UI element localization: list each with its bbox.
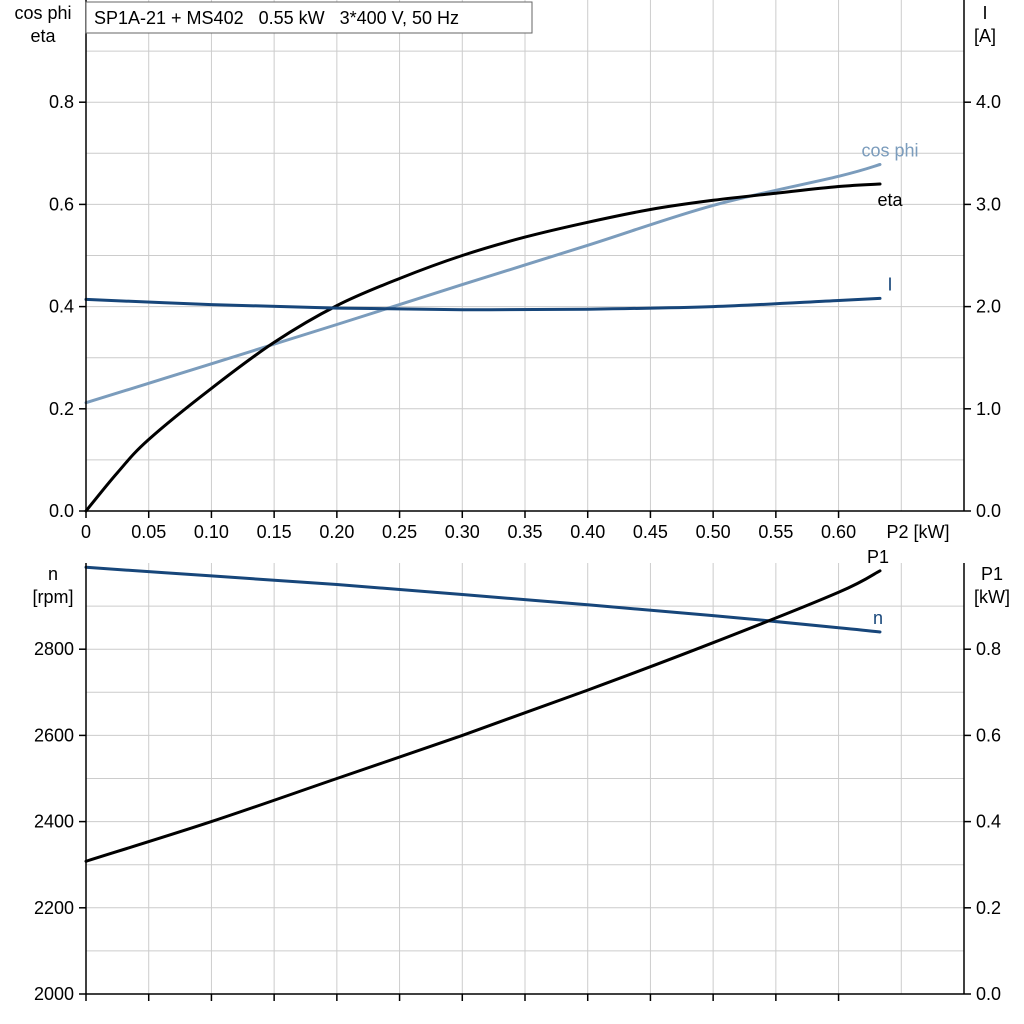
left-axis-tick-label: 2400	[34, 812, 74, 832]
x-axis-label: P2 [kW]	[886, 522, 949, 542]
x-axis-tick-label: 0.15	[257, 522, 292, 542]
x-axis-tick-label: 0.40	[570, 522, 605, 542]
chart-title-box	[85, 1, 533, 34]
series-line-eta	[84, 182, 882, 513]
top-panel-ticks: 0.0 0.2 0.4 0.6 0.8 0.0 1.0 2.0 3.0 4.0 0 0.05 0.10 0…	[49, 92, 1001, 542]
left-axis-tick-label: 2000	[34, 984, 74, 1004]
left-axis-tick-label: 0.4	[49, 297, 74, 317]
series-label-eta: eta	[877, 190, 903, 210]
right-axis-tick-label: 0.8	[976, 639, 1001, 659]
right-axis-tick-label: 3.0	[976, 194, 1001, 214]
right-axis-tick-label: 1.0	[976, 399, 1001, 419]
top-panel-series	[84, 163, 882, 513]
top-right-axis-label-line1: I	[982, 3, 987, 23]
top-panel-series-labels: cos phi eta I	[861, 141, 918, 295]
bottom-panel-series	[84, 565, 882, 863]
right-axis-tick-label: 0.4	[976, 812, 1001, 832]
x-axis-tick-label: 0.50	[696, 522, 731, 542]
top-left-axis-label-line2: eta	[30, 26, 56, 46]
x-axis-tick-label: 0.55	[758, 522, 793, 542]
series-line-i	[84, 296, 882, 312]
series-label-cos-phi: cos phi	[861, 141, 918, 161]
left-axis-tick-label: 2200	[34, 898, 74, 918]
top-left-axis-label-line1: cos phi	[14, 3, 71, 23]
x-axis-tick-label: 0.10	[194, 522, 229, 542]
left-axis-tick-label: 0.6	[49, 194, 74, 214]
bottom-panel-series-labels: n P1	[867, 547, 889, 628]
bottom-left-axis-label-line1: n	[48, 564, 58, 584]
right-axis-tick-label: 0.0	[976, 501, 1001, 521]
left-axis-tick-label: 2600	[34, 725, 74, 745]
top-right-axis-label-line2: [A]	[974, 26, 996, 46]
left-axis-tick-label: 0.2	[49, 399, 74, 419]
series-line-p1	[84, 569, 882, 863]
bottom-panel-ticks: 2000 2200 2400 2600 2800 0.0 0.2 0.4 0.6 0.8	[34, 639, 1001, 1004]
series-label-i: I	[887, 274, 892, 294]
x-axis-tick-label: 0.45	[633, 522, 668, 542]
right-axis-tick-label: 0.2	[976, 898, 1001, 918]
bottom-left-axis-label-line2: [rpm]	[32, 587, 73, 607]
x-axis-tick-label: 0	[81, 522, 91, 542]
x-axis-tick-label: 0.35	[507, 522, 542, 542]
left-axis-tick-label: 0.0	[49, 501, 74, 521]
x-axis-tick-label: 0.30	[445, 522, 480, 542]
x-axis-tick-label: 0.60	[821, 522, 856, 542]
right-axis-tick-label: 2.0	[976, 297, 1001, 317]
right-axis-tick-label: 0.6	[976, 725, 1001, 745]
chart-title: SP1A-21 + MS402 0.55 kW 3*400 V, 50 Hz	[94, 8, 459, 28]
x-axis-tick-label: 0.25	[382, 522, 417, 542]
x-axis-tick-label: 0.20	[319, 522, 354, 542]
bottom-right-axis-label-line1: P1	[981, 564, 1003, 584]
bottom-right-axis-label-line2: [kW]	[974, 587, 1010, 607]
series-label-p1: P1	[867, 547, 889, 567]
right-axis-tick-label: 0.0	[976, 984, 1001, 1004]
right-axis-tick-label: 4.0	[976, 92, 1001, 112]
bottom-panel-grid	[86, 563, 964, 994]
series-label-n: n	[873, 608, 883, 628]
left-axis-tick-label: 2800	[34, 639, 74, 659]
left-axis-tick-label: 0.8	[49, 92, 74, 112]
x-axis-tick-label: 0.05	[131, 522, 166, 542]
series-line-cos-phi	[84, 163, 882, 405]
series-line-n	[84, 565, 882, 634]
top-panel-grid	[86, 0, 964, 511]
